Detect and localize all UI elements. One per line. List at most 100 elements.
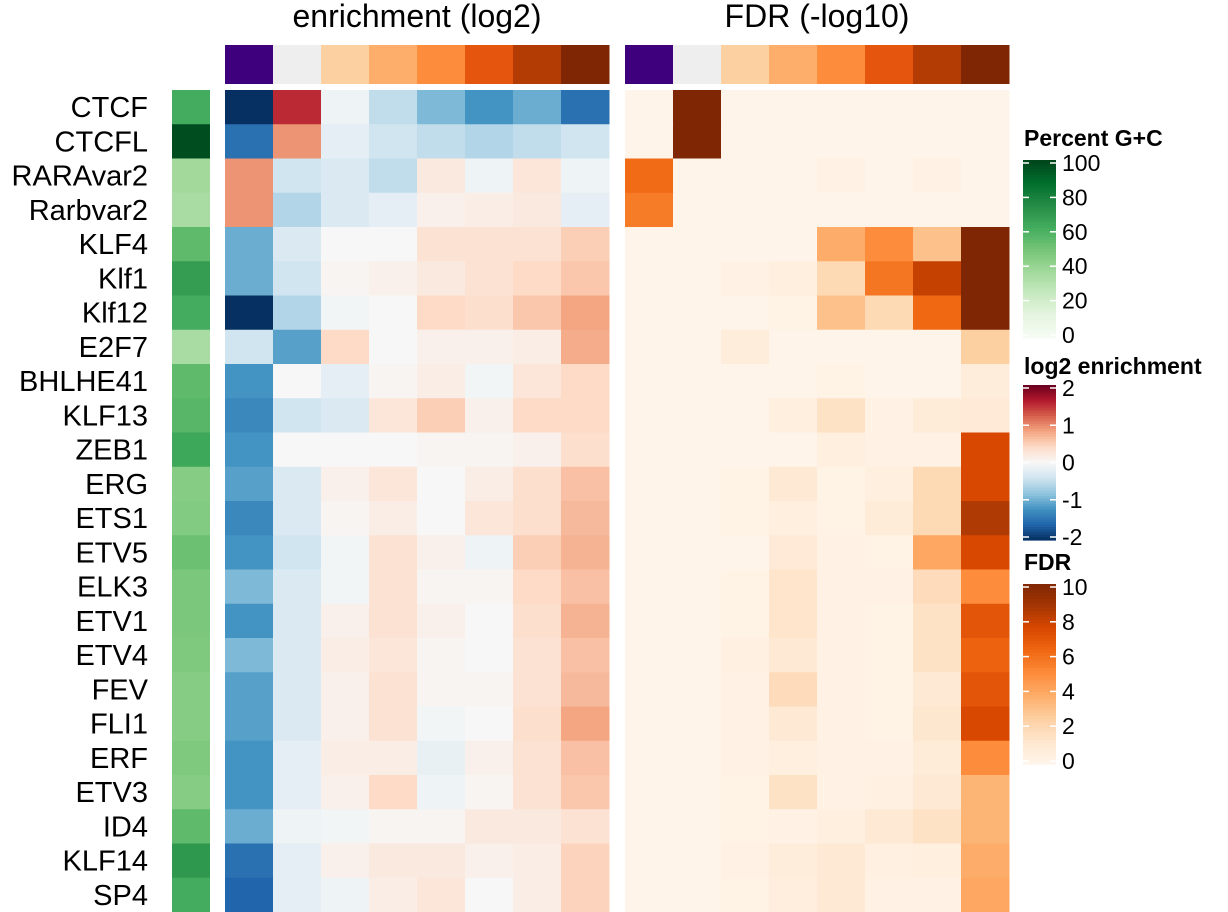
enrichment-cell (417, 261, 466, 296)
legend-gradient-band (1023, 623, 1056, 627)
enrichment-cell (225, 775, 274, 810)
legend-gradient-band (1023, 234, 1056, 238)
legend-gradient-band (1023, 467, 1056, 471)
fdr-cell (769, 535, 818, 570)
fdr-cell (769, 775, 818, 810)
legend-gradient-band (1023, 524, 1056, 528)
gc-cell (172, 192, 210, 228)
legend-gradient-band (1023, 216, 1056, 220)
fdr-column-header (625, 45, 1010, 84)
fdr-cell (817, 192, 866, 228)
gc-cell (172, 124, 210, 159)
fdr-cell (961, 398, 1010, 433)
fdr-cell (913, 295, 962, 331)
fdr-cell (961, 603, 1010, 639)
fdr-cell (769, 466, 818, 502)
enrichment-cell (513, 398, 562, 433)
row-label: Rarbvar2 (29, 195, 148, 227)
legend-gradient-band (1023, 496, 1056, 500)
enrichment-cell (465, 535, 514, 570)
enrichment-cell (513, 227, 562, 262)
enrichment-cell (369, 706, 418, 742)
legend-gradient-band (1023, 418, 1056, 422)
enrichment-cell (561, 432, 610, 468)
fdr-cell (817, 809, 866, 844)
enrichment-cell (369, 261, 418, 296)
fdr-cell (721, 466, 770, 502)
fdr-cell (721, 90, 770, 125)
row-label: KLF4 (79, 229, 148, 261)
fdr-cell (961, 261, 1010, 296)
fdr-cell (913, 158, 962, 194)
enrichment-cell (465, 740, 514, 776)
fdr-cell (865, 603, 914, 639)
enrichment-header-cell (225, 45, 274, 84)
legend-gradient-band (1023, 249, 1056, 253)
enrichment-header-cell (561, 45, 610, 84)
enrichment-cell (513, 90, 562, 125)
fdr-cell (625, 124, 674, 159)
enrichment-cell (417, 603, 466, 639)
legend-tick-label: 40 (1062, 253, 1088, 279)
fdr-cell (865, 432, 914, 468)
fdr-cell (769, 706, 818, 742)
fdr-cell (865, 740, 914, 776)
fdr-cell (817, 843, 866, 879)
legend-gradient-band (1023, 192, 1056, 197)
enrichment-cell (273, 775, 322, 810)
fdr-cell (625, 261, 674, 296)
enrichment-cell (513, 740, 562, 776)
fdr-header-cell (625, 45, 674, 84)
enrichment-cell (465, 261, 514, 296)
enrichment-cell (369, 740, 418, 776)
enrichment-cell (321, 706, 370, 742)
fdr-cell (865, 90, 914, 125)
fdr-cell (673, 192, 722, 228)
enrichment-cell (225, 398, 274, 433)
enrichment-cell (273, 261, 322, 296)
fdr-cell (913, 843, 962, 879)
row-label: CTCFL (55, 126, 148, 158)
fdr-cell (721, 227, 770, 262)
fdr-cell (721, 535, 770, 570)
legend-gradient-band (1023, 263, 1056, 268)
row-labels: CTCFCTCFLRARAvar2Rarbvar2KLF4Klf1Klf12E2… (12, 92, 149, 912)
fdr-cell (625, 603, 674, 639)
legend-gradient-band (1023, 231, 1056, 235)
enrichment-cell (273, 192, 322, 228)
enrichment-cell (561, 706, 610, 742)
fdr-cell (913, 672, 962, 707)
enrichment-cell (369, 603, 418, 639)
legend-title: Percent G+C (1024, 125, 1163, 151)
legend-gradient-band (1023, 423, 1056, 427)
enrichment-cell (417, 329, 466, 365)
fdr-cell (913, 775, 962, 810)
gc-cell (172, 740, 210, 776)
enrichment-cell (225, 706, 274, 742)
row-label: BHLHE41 (19, 366, 148, 398)
enrichment-cell (513, 261, 562, 296)
enrichment-cell (417, 124, 466, 159)
legend-gradient-band (1023, 683, 1056, 687)
legend-gradient-band (1023, 506, 1056, 510)
enrichment-cell (225, 329, 274, 365)
fdr-cell (913, 227, 962, 262)
gc-cell (172, 158, 210, 194)
enrichment-cell (417, 364, 466, 399)
legend-gradient-band (1023, 452, 1056, 456)
legend-gradient-band (1023, 228, 1056, 232)
fdr-cell (865, 672, 914, 707)
enrichment-cell (321, 603, 370, 639)
fdr-cell (913, 261, 962, 296)
fdr-cell (625, 398, 674, 433)
fdr-cell (769, 432, 818, 468)
fdr-cell (817, 603, 866, 639)
legend-gradient-band (1023, 290, 1056, 295)
fdr-cell (625, 329, 674, 365)
fdr-cell (865, 124, 914, 159)
enrichment-cell (513, 466, 562, 502)
enrichment-cell (225, 124, 274, 159)
fdr-cell (769, 329, 818, 365)
enrichment-cell (225, 158, 274, 194)
legend-tick-label: 0 (1062, 450, 1075, 476)
